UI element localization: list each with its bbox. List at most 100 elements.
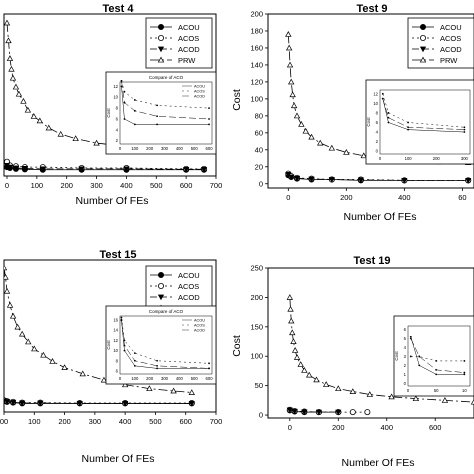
legend-marker-acou [419, 23, 426, 30]
legend-label-acod: ACOD [440, 45, 462, 54]
inset-point-acod [463, 128, 466, 131]
data-point-prw [470, 398, 474, 405]
data-point-acod [6, 164, 14, 171]
data-point-prw [5, 37, 12, 44]
x-tick-label: 200 [332, 423, 345, 432]
inset-series-line-acou [382, 98, 465, 133]
y-tick-label: 60 [255, 128, 263, 137]
x-tick-label: 0 [286, 193, 290, 202]
x-tick-label: 0 [5, 181, 9, 190]
inset-point-acos [407, 121, 410, 124]
inset-x-tick-label: 400 [176, 376, 184, 381]
chart-title: Test 19 [353, 255, 390, 267]
x-tick-label: 400 [120, 181, 133, 190]
data-point-prw [25, 338, 32, 345]
x-tick-label: 500 [150, 181, 163, 190]
inset-x-tick-label: 600 [206, 146, 214, 151]
data-point-prw [308, 133, 315, 140]
inset-point-acod [120, 319, 123, 321]
inset-box [365, 79, 474, 165]
legend-label-acou: ACOU [440, 23, 462, 32]
inset-y-tick-label: 6 [116, 368, 119, 373]
inset-frame [119, 315, 213, 375]
y-tick-label: 180 [250, 26, 263, 35]
inset-point-acos [133, 352, 136, 355]
inset-point-acou [208, 123, 210, 126]
data-point-acod [291, 408, 298, 415]
inset-x-tick-label: 300 [161, 376, 169, 381]
data-point-acod [200, 166, 208, 173]
data-point-acod [76, 401, 83, 407]
y-tick-label: 140 [250, 60, 263, 69]
y-tick-label: 160 [250, 43, 263, 52]
legend-label-acos: ACOS [440, 34, 461, 43]
data-point-prw [388, 393, 395, 400]
x-axis-label: Number Of FEs [342, 457, 415, 469]
data-point-prw [366, 391, 373, 397]
data-point-prw [293, 112, 301, 119]
data-point-acod [37, 400, 44, 407]
legend-marker-acou [157, 271, 164, 278]
data-point-prw [298, 121, 305, 127]
inset-point-acos [463, 360, 466, 362]
data-point-prw [20, 97, 27, 104]
inset-point-acod [120, 80, 123, 82]
data-point-prw [328, 144, 336, 151]
inset-legend-label-acos: ACOS [194, 90, 205, 94]
inset-y-tick-label: 5 [404, 336, 407, 341]
y-tick-label: 0 [259, 179, 263, 188]
legend-label-acou: ACOU [178, 23, 200, 32]
inset-x-tick-label: 300 [161, 146, 169, 151]
legend-marker-acod [157, 294, 165, 301]
data-point-prw [100, 376, 108, 383]
inset-point-acos [409, 355, 412, 358]
inset-y-tick-label: 8 [116, 358, 119, 363]
inset-point-acou [409, 335, 412, 338]
inset-x-tick-label: 100 [131, 376, 139, 381]
inset-x-tick-label: 600 [206, 376, 214, 381]
inset-point-acod [387, 116, 390, 119]
inset-x-tick-label: 500 [191, 146, 199, 151]
data-point-prw [8, 65, 15, 72]
x-tick-label: 200 [60, 181, 73, 190]
series-line-acos [6, 161, 205, 170]
data-point-acod [188, 401, 195, 407]
inset-legend-label-acou: ACOU [194, 85, 205, 89]
series-line-acod [4, 400, 192, 404]
x-tick-label: 600 [429, 423, 442, 432]
inset-y-tick-label: 6 [404, 327, 407, 332]
plot-area [4, 264, 195, 407]
x-tick-label: 600 [180, 181, 193, 190]
data-point-acod [122, 401, 129, 407]
data-point-acod [21, 166, 29, 172]
inset-y-label: Cost [106, 340, 111, 350]
legend-marker-acos [157, 282, 164, 289]
data-point-acod [301, 409, 308, 416]
legend-marker-acos [157, 35, 164, 42]
inset-point-acos [123, 90, 126, 93]
inset-point-acod [409, 337, 412, 340]
data-point-prw [297, 361, 304, 367]
inset-y-tick-label: 2 [404, 363, 407, 368]
x-axis-label: Number Of FEs [344, 211, 417, 223]
x-tick-label: 300 [90, 181, 103, 190]
inset-y-label: Cost [106, 108, 111, 118]
x-tick-label: 300 [89, 417, 102, 426]
inset-x-tick-label: 300 [461, 156, 469, 161]
data-point-prw [322, 381, 330, 387]
inset-y-tick-label: 2 [376, 139, 379, 144]
x-tick-label: 400 [380, 423, 393, 432]
data-point-prw [289, 91, 296, 98]
data-point-prw [24, 106, 32, 113]
inset-y-tick-label: 12 [373, 91, 378, 96]
legend-marker-acod [157, 46, 165, 53]
data-point-prw [317, 139, 324, 146]
inset-point-acou [435, 373, 438, 376]
legend-marker-acou [157, 23, 164, 30]
inset-point-acos [120, 316, 123, 319]
data-point-acod [328, 177, 335, 183]
inset-x-tick-label: 200 [146, 376, 154, 381]
data-point-prw [40, 351, 47, 358]
